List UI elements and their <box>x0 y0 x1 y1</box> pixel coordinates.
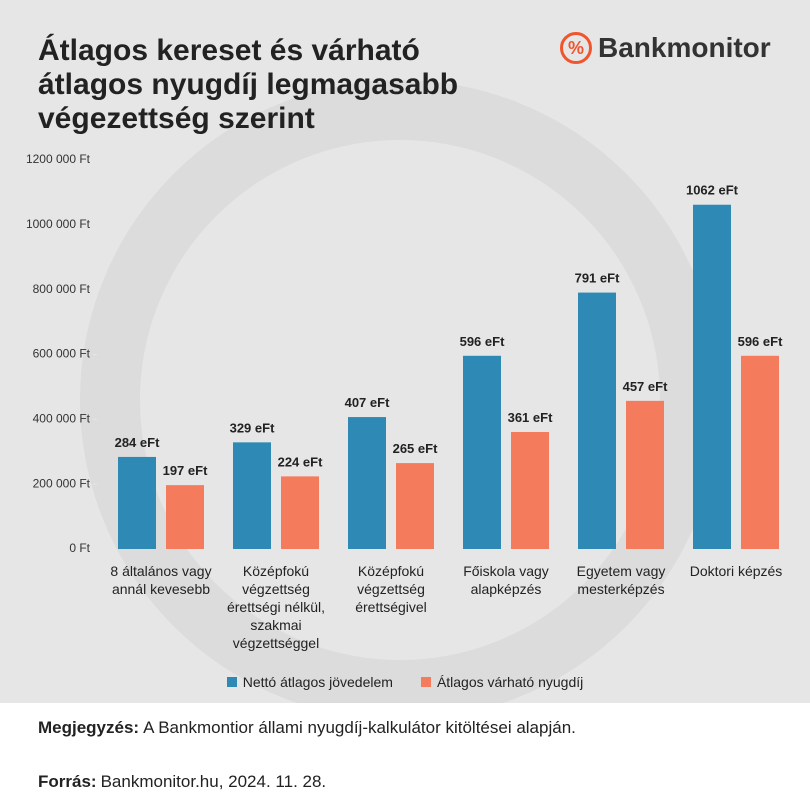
legend-label: Átlagos várható nyugdíj <box>436 674 584 690</box>
note-text: A Bankmontior állami nyugdíj-kalkulátor … <box>143 718 576 737</box>
y-tick-label: 0 Ft <box>69 541 90 555</box>
source-text: Bankmonitor.hu, 2024. 11. 28. <box>100 772 327 791</box>
value-label: 329 eFt <box>230 420 275 435</box>
source-label: Forrás: <box>38 772 97 791</box>
y-tick-label: 1200 000 Ft <box>26 152 91 166</box>
bar <box>396 463 434 549</box>
bar <box>281 476 319 549</box>
value-label: 791 eFt <box>575 271 620 286</box>
note-label: Megjegyzés: <box>38 718 140 737</box>
watermark <box>80 80 720 703</box>
value-label: 596 eFt <box>460 334 505 349</box>
title-line: végezettség szerint <box>38 102 315 135</box>
bar <box>233 442 271 549</box>
bar <box>118 456 156 549</box>
value-label: 197 eFt <box>163 463 208 478</box>
bar <box>166 485 204 549</box>
bar <box>463 355 501 549</box>
brand-name: Bankmonitor <box>598 32 771 63</box>
legend-swatch <box>226 677 237 687</box>
source: Forrás: Bankmonitor.hu, 2024. 11. 28. <box>38 772 326 792</box>
bar <box>626 400 664 549</box>
x-tick-label: 8 általános vagy annál kevesebb <box>110 563 212 597</box>
y-tick-label: 1000 000 Ft <box>26 217 91 231</box>
bar <box>348 417 386 549</box>
value-label: 361 eFt <box>508 410 553 425</box>
value-label: 407 eFt <box>345 395 390 410</box>
legend-item: Átlagos várható nyugdíj <box>420 674 584 690</box>
legend: Nettó átlagos jövedelem Átlagos várható n… <box>0 674 810 690</box>
value-label: 224 eFt <box>278 454 323 469</box>
value-label: 457 eFt <box>623 379 668 394</box>
legend-swatch <box>420 677 431 687</box>
value-label: 284 eFt <box>115 435 160 450</box>
chart-title: Átlagos kereset és várható átlagos nyugd… <box>38 34 458 136</box>
legend-label: Nettó átlagos jövedelem <box>242 674 393 690</box>
bar <box>578 292 616 549</box>
bar <box>511 431 549 549</box>
x-tick-label: Középfokú végzettség érettségi nélkül, s… <box>226 563 326 651</box>
x-tick-label: Középfokú végzettség érettségivel <box>355 563 427 615</box>
value-label: 1062 eFt <box>686 183 739 198</box>
bar <box>693 204 731 550</box>
y-tick-label: 400 000 Ft <box>33 412 91 426</box>
bar <box>741 355 779 549</box>
y-tick-label: 800 000 Ft <box>33 282 91 296</box>
logo: % Bankmonitor <box>560 32 771 64</box>
x-tick-label: Doktori képzés <box>689 563 783 579</box>
logo-icon: % <box>560 32 592 64</box>
title-line: Átlagos kereset és várható <box>38 34 420 67</box>
y-tick-label: 600 000 Ft <box>33 347 91 361</box>
y-tick-label: 200 000 Ft <box>33 476 91 490</box>
value-label: 596 eFt <box>738 334 783 349</box>
note: Megjegyzés: A Bankmontior állami nyugdíj-… <box>38 718 576 738</box>
x-tick-label: Egyetem vagy mesterképzés <box>576 563 666 597</box>
title-line: átlagos nyugdíj legmagasabb <box>38 68 459 101</box>
chart: 0 Ft 200 000 Ft 400 000 Ft 600 000 Ft 800 00… <box>25 80 784 703</box>
value-label: 265 eFt <box>393 441 438 456</box>
legend-item: Nettó átlagos jövedelem <box>226 674 393 690</box>
x-tick-label: Főiskola vagy alapképzés <box>463 563 549 597</box>
